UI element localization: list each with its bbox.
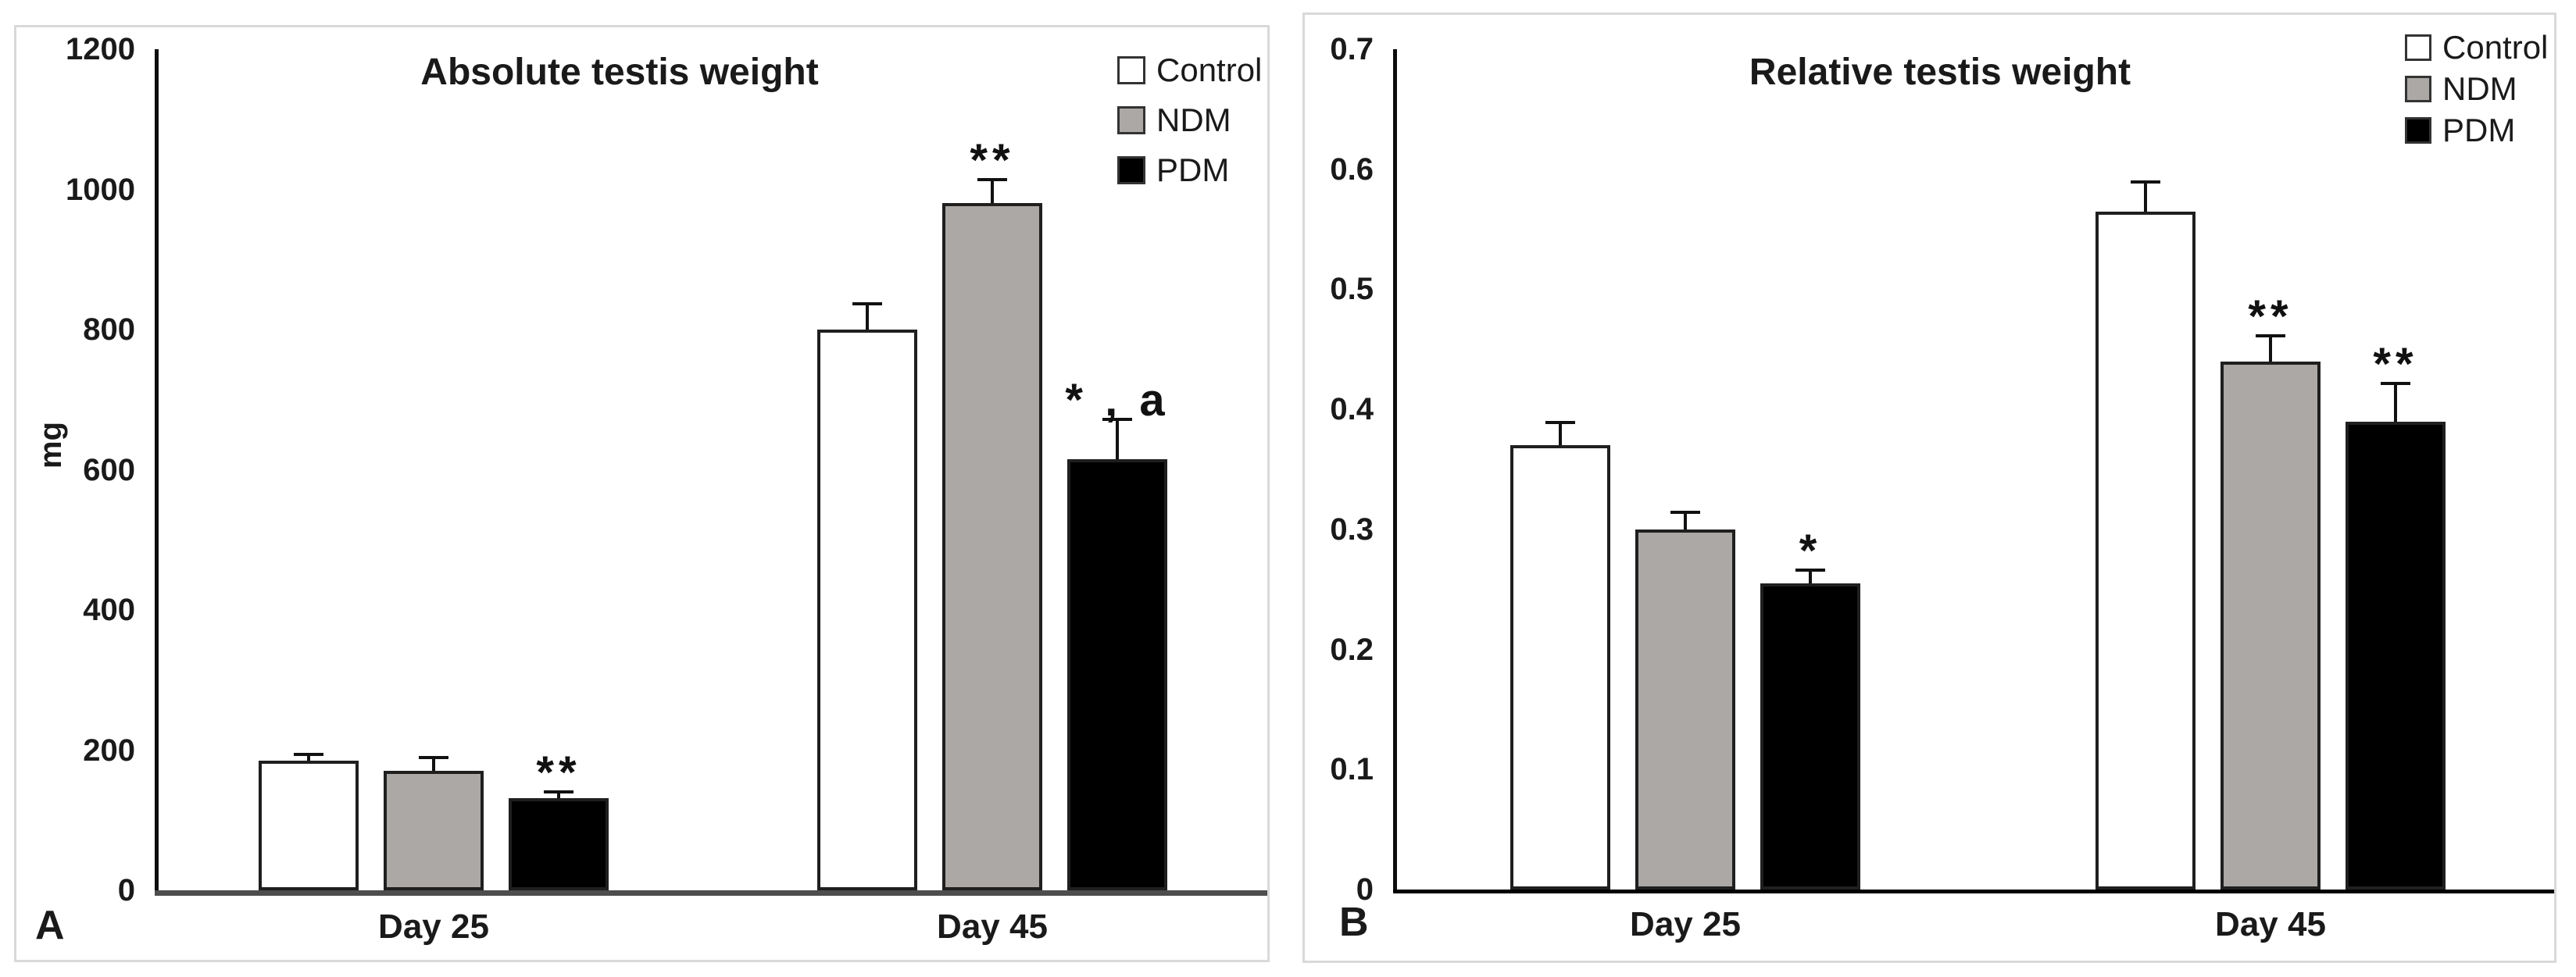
bar-ndm-day45: [942, 203, 1042, 890]
error-bar-cap-pdm-day25: [544, 790, 573, 793]
x-category-label-day45: Day 45: [937, 907, 1048, 946]
error-bar-ndm-day45: [2269, 334, 2272, 362]
legend-item-control: Control: [1117, 54, 1262, 87]
significance-annotation-pdm-day45: **: [2373, 339, 2418, 390]
y-tick-label: 0.3: [1330, 512, 1374, 547]
legend-item-control: Control: [2405, 31, 2548, 64]
bar-control-day45: [817, 330, 917, 890]
error-bar-pdm-day25: [557, 790, 560, 798]
legend-label-control: Control: [2442, 29, 2549, 66]
chart-title: Relative testis weight: [1749, 52, 2131, 93]
y-tick-label: 0.4: [1330, 392, 1374, 427]
bar-control-day25: [259, 760, 359, 890]
legend-label-control: Control: [1156, 52, 1263, 88]
legend-swatch-control: [2405, 34, 2431, 61]
bar-pdm-day25: [1760, 583, 1860, 890]
significance-annotation-ndm-day45: **: [970, 135, 1015, 187]
x-category-label-day25: Day 25: [1630, 905, 1741, 943]
bar-pdm-day25: [509, 797, 609, 890]
error-bar-cap-pdm-day25: [1795, 568, 1825, 572]
y-tick-label: 0: [117, 873, 135, 907]
bar-pdm-day45: [2346, 421, 2446, 890]
y-tick-label: 1200: [66, 32, 135, 66]
significance-annotation-pdm-day45: * , a: [1065, 374, 1170, 426]
y-tick-label: 0.2: [1330, 632, 1374, 667]
bar-pdm-day45: [1067, 459, 1167, 890]
bar-control-day45: [2095, 211, 2195, 890]
x-category-label-day25: Day 25: [378, 907, 489, 946]
legend-swatch-ndm: [2405, 76, 2431, 102]
error-bar-cap-pdm-day45: [2381, 382, 2410, 386]
x-axis-line: [155, 890, 1267, 896]
legend-swatch-control: [1117, 56, 1145, 84]
y-tick-label: 200: [83, 733, 135, 768]
legend-item-ndm: NDM: [1117, 104, 1231, 137]
y-tick-label: 0.5: [1330, 272, 1374, 307]
x-axis-line: [1393, 890, 2554, 893]
legend-label-pdm: PDM: [1156, 152, 1230, 188]
legend-item-pdm: PDM: [1117, 154, 1229, 187]
y-tick-label: 400: [83, 593, 135, 627]
error-bar-cap-control-day25: [1545, 420, 1575, 424]
error-bar-pdm-day25: [1809, 569, 1812, 584]
bar-ndm-day45: [2221, 361, 2321, 890]
error-bar-cap-ndm-day45: [977, 178, 1007, 182]
legend-swatch-ndm: [1117, 106, 1145, 134]
error-bar-control-day45: [866, 302, 869, 330]
legend-swatch-pdm: [1117, 156, 1145, 184]
error-bar-cap-control-day25: [294, 752, 323, 756]
y-tick-label: 1000: [66, 172, 135, 207]
y-tick-label: 0.1: [1330, 752, 1374, 787]
y-tick-label: 800: [83, 312, 135, 347]
chart-title: Absolute testis weight: [420, 52, 819, 93]
error-bar-control-day25: [307, 753, 310, 761]
y-tick-label: 0: [1356, 872, 1374, 907]
bar-control-day25: [1510, 445, 1610, 890]
error-bar-ndm-day25: [432, 756, 435, 771]
y-tick-label: 0.6: [1330, 152, 1374, 187]
significance-annotation-pdm-day25: *: [1799, 525, 1822, 576]
x-category-label-day45: Day 45: [2215, 905, 2326, 943]
panel-relative-testis-weight: Relative testis weight B 0.7 0.6 0.5 0.4 0.3…: [1302, 12, 2556, 963]
error-bar-cap-ndm-day25: [1670, 510, 1700, 514]
legend-swatch-pdm: [2405, 117, 2431, 144]
error-bar-pdm-day45: [1116, 418, 1119, 460]
bar-ndm-day25: [1635, 529, 1735, 890]
y-axis-line: [155, 49, 159, 896]
error-bar-ndm-day25: [1684, 511, 1687, 530]
error-bar-control-day45: [2144, 181, 2147, 212]
legend-label-ndm: NDM: [1156, 102, 1231, 138]
error-bar-cap-ndm-day25: [419, 755, 448, 759]
panel-letter: B: [1339, 900, 1369, 945]
error-bar-cap-control-day45: [2131, 180, 2160, 184]
error-bar-ndm-day45: [991, 179, 994, 204]
legend-label-ndm: NDM: [2442, 70, 2517, 107]
error-bar-cap-ndm-day45: [2256, 333, 2285, 337]
y-tick-label: 0.7: [1330, 32, 1374, 66]
bar-ndm-day25: [384, 770, 484, 890]
error-bar-control-day25: [1559, 421, 1562, 446]
panel-absolute-testis-weight: Absolute testis weight mg A 1200 1000 800 6…: [14, 25, 1270, 962]
legend-item-pdm: PDM: [2405, 114, 2515, 147]
y-axis-line: [1393, 49, 1397, 893]
y-tick-label: 600: [83, 452, 135, 487]
error-bar-pdm-day45: [2394, 383, 2397, 422]
legend-label-pdm: PDM: [2442, 112, 2516, 148]
panel-letter: A: [35, 903, 65, 948]
significance-annotation-pdm-day25: **: [536, 747, 581, 798]
significance-annotation-ndm-day45: **: [2248, 291, 2293, 342]
legend-item-ndm: NDM: [2405, 73, 2517, 105]
error-bar-cap-control-day45: [852, 301, 882, 305]
error-bar-cap-pdm-day45: [1102, 417, 1132, 421]
